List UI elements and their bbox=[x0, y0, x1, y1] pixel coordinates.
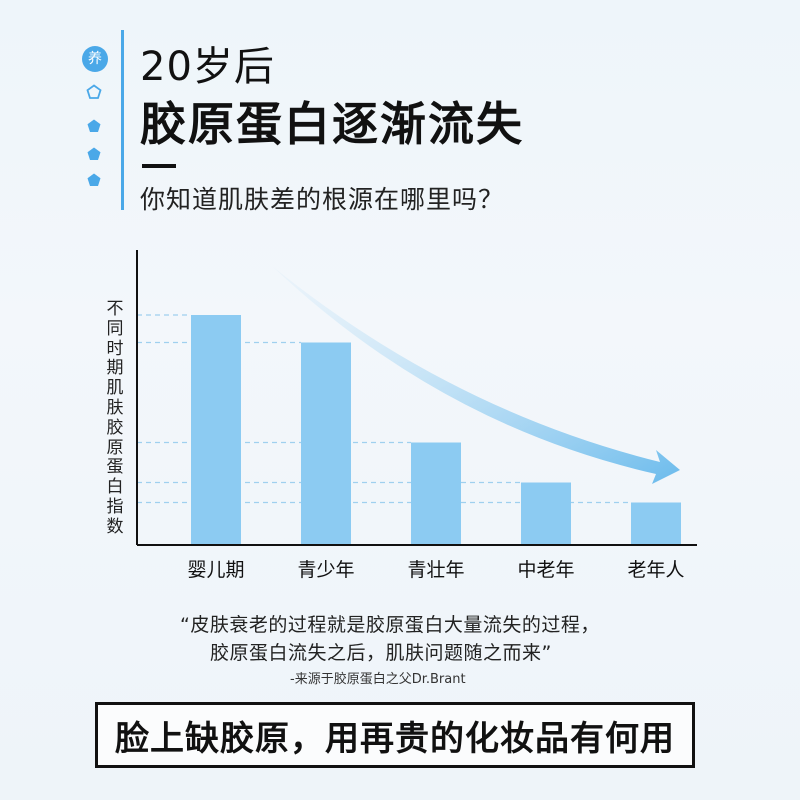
x-tick-label: 老年人 bbox=[627, 559, 684, 581]
nourish-badge: 养 bbox=[82, 46, 108, 72]
bar-2 bbox=[411, 442, 461, 545]
pentagon-outline-icon bbox=[86, 84, 102, 99]
x-tick-label: 青壮年 bbox=[407, 559, 464, 581]
pentagon-filled-icon bbox=[87, 173, 101, 186]
bar-1 bbox=[301, 342, 351, 545]
bar-3 bbox=[521, 482, 571, 545]
side-rail: 养 bbox=[80, 46, 110, 186]
bar-4 bbox=[631, 502, 681, 545]
pentagon-filled-icon bbox=[87, 147, 101, 160]
x-tick-label: 中老年 bbox=[517, 559, 574, 581]
decline-trend-arrow bbox=[272, 266, 680, 484]
header-question: 你知道肌肤差的根源在哪里吗？ bbox=[140, 185, 505, 214]
title-dash bbox=[142, 164, 176, 168]
x-tick-label: 婴儿期 bbox=[187, 559, 244, 581]
header-subtitle: 20岁后 bbox=[140, 44, 275, 90]
slogan-text: 脸上缺胶原，用再贵的化妆品有何用 bbox=[115, 718, 675, 759]
quote-line-2: 胶原蛋白流失之后，肌肤问题随之而来” bbox=[210, 642, 552, 664]
header-title: 胶原蛋白逐渐流失 bbox=[140, 97, 524, 151]
pentagon-filled-icon bbox=[87, 119, 101, 132]
bar-0 bbox=[191, 315, 241, 545]
y-axis-label: 不同时期肌肤胶原蛋白指数 bbox=[106, 299, 124, 537]
quote-source: -来源于胶原蛋白之父Dr.Brant bbox=[290, 672, 466, 687]
accent-divider bbox=[121, 30, 124, 210]
quote-line-1: “皮肤衰老的过程就是胶原蛋白大量流失的过程， bbox=[180, 614, 600, 636]
x-tick-label: 青少年 bbox=[297, 559, 354, 581]
slogan-box: 脸上缺胶原，用再贵的化妆品有何用 bbox=[95, 702, 695, 768]
